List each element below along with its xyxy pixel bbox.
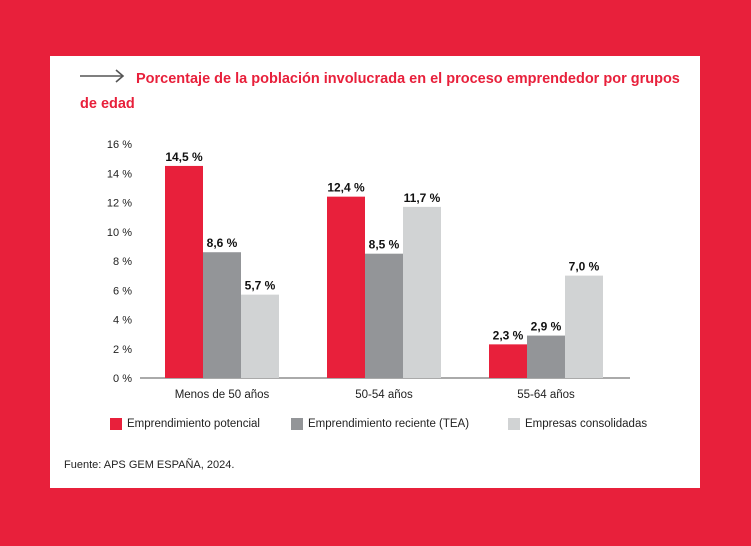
data-label: 12,4 % [327,181,365,195]
legend-item: Emprendimiento reciente (TEA) [291,418,469,430]
data-label: 14,5 % [165,150,203,164]
bar [241,294,279,378]
bar [527,335,565,378]
legend-swatch [291,418,303,430]
y-tick-label: 4 % [113,315,132,327]
data-label: 8,6 % [207,236,238,250]
y-tick-label: 8 % [113,256,132,268]
x-tick-label: 50-54 años [355,389,413,401]
data-label: 2,3 % [493,328,524,342]
chart-card: Porcentaje de la población involucrada e… [50,56,700,488]
legend-label: Emprendimiento potencial [127,418,260,430]
x-tick-label: 55-64 años [517,389,575,401]
legend-swatch [508,418,520,430]
bar [489,344,527,378]
y-tick-label: 14 % [107,168,132,180]
y-tick-label: 0 % [113,373,132,385]
source-note: Fuente: APS GEM ESPAÑA, 2024. [64,459,235,471]
data-label: 5,7 % [245,279,276,293]
y-tick-label: 10 % [107,227,132,239]
chart-title-line-1: Porcentaje de la población involucrada e… [136,71,680,87]
bar [565,275,603,378]
chart-legend: Emprendimiento potencial Emprendimiento r… [110,418,690,438]
legend-item: Empresas consolidadas [508,418,647,430]
legend-swatch [110,418,122,430]
legend-label: Empresas consolidadas [525,418,648,430]
data-label: 8,5 % [369,238,400,252]
legend-item: Emprendimiento potencial [110,418,260,430]
bar [403,206,441,378]
data-label: 11,7 % [404,191,441,205]
legend-label: Emprendimiento reciente (TEA) [308,418,470,430]
chart-title-line-2: de edad [80,96,135,112]
y-tick-label: 6 % [113,285,132,297]
bar [203,252,241,378]
bar [165,165,203,378]
bar [365,253,403,378]
bar-chart: 0 % 2 % 4 % 6 % 8 % 10 % 12 % 14 % 16 % 14,5 % 8,6… [107,139,630,401]
data-label: 7,0 % [569,260,600,274]
bar [327,196,365,378]
y-tick-label: 2 % [113,344,132,356]
right-arrow-icon [80,69,125,83]
y-tick-label: 16 % [107,139,132,151]
y-tick-label: 12 % [107,198,132,210]
x-tick-label: Menos de 50 años [175,389,270,401]
data-label: 2,9 % [531,320,562,334]
